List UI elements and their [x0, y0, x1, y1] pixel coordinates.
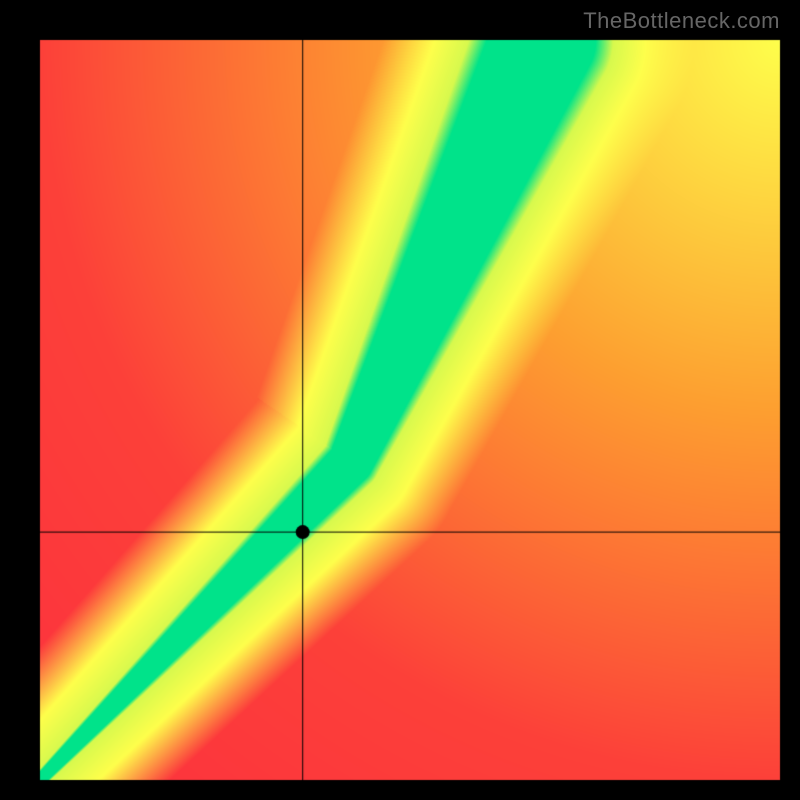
watermark-text: TheBottleneck.com	[583, 8, 780, 34]
chart-container: TheBottleneck.com	[0, 0, 800, 800]
heatmap-canvas	[0, 0, 800, 800]
